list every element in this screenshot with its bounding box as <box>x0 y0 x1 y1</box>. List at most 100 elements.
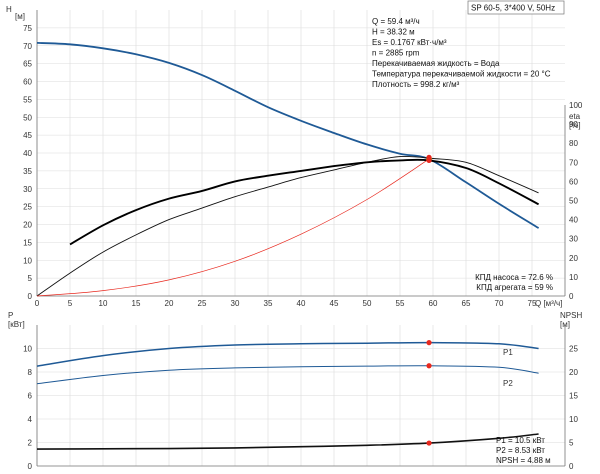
p-label-unit: [кВт] <box>8 320 25 329</box>
info-line: n = 2885 rpm <box>372 49 420 58</box>
x-tick-label: 0 <box>35 299 40 308</box>
operating-point-info: Q = 59.4 м³/ч H = 38.32 мEs = 0.1767 кВт·… <box>372 17 551 89</box>
efficiency-line: КПД насоса = 72.6 % <box>475 273 553 282</box>
npsh-tick-label: 5 <box>569 439 574 448</box>
y-left-tick-label: 30 <box>23 185 32 194</box>
right-label-name: eta <box>569 112 581 121</box>
y-left-tick-label: 15 <box>23 238 32 247</box>
p-tick-label: 10 <box>23 345 32 354</box>
top-left-axis-label: [м] <box>15 12 25 21</box>
info-line: Плотность = 998.2 кг/м³ <box>372 80 460 89</box>
series-line-p1 <box>36 341 539 367</box>
bottom-series-group <box>36 341 539 450</box>
top-series-group <box>36 42 540 297</box>
x-tick-label: 55 <box>396 299 405 308</box>
x-tick-label: 25 <box>198 299 207 308</box>
x-tick-label: 40 <box>297 299 306 308</box>
p-label-name: P <box>8 311 13 320</box>
bottom-right-axis-label: NPSH [м] <box>560 311 582 329</box>
y-left-tick-label: 50 <box>23 113 32 122</box>
series-line-system-curve <box>36 158 430 297</box>
duty-point <box>426 363 432 369</box>
x-tick-label: 60 <box>429 299 438 308</box>
y-left-tick-label: 45 <box>23 131 32 140</box>
y-right-tick-label: 80 <box>569 139 578 148</box>
p-tick-label: 6 <box>28 392 33 401</box>
x-tick-label: 35 <box>264 299 273 308</box>
x-tick-label: 10 <box>99 299 108 308</box>
y-right-tick-label: 0 <box>569 292 574 301</box>
x-tick-label: 5 <box>68 299 73 308</box>
y-right-tick-label: 10 <box>569 273 578 282</box>
y-right-tick-label: 30 <box>569 235 578 244</box>
top-x-tick-labels: 0 5 10 15 20 25 30 35 40 45 50 55 60 65 70 75 <box>35 299 537 308</box>
x-tick-label: 30 <box>231 299 240 308</box>
y-left-tick-label: 25 <box>23 203 32 212</box>
top-right-axis-label: eta [%] <box>569 112 581 130</box>
bottom-left-tick-labels: 0 2 4 6 8 10 <box>23 345 32 472</box>
x-tick-label: 50 <box>363 299 372 308</box>
bottom-duty-points <box>426 340 432 446</box>
series-line-eta-pump <box>36 155 539 297</box>
npsh-tick-label: 15 <box>569 392 578 401</box>
info-line: Es = 0.1767 кВт·ч/м³ <box>372 38 447 47</box>
npsh-label-name: NPSH <box>560 311 582 320</box>
bottom-right-tick-labels: 0 5 10 15 20 25 <box>569 345 578 472</box>
info-line: H = 38.32 м <box>372 28 415 37</box>
npsh-tick-label: 25 <box>569 345 578 354</box>
bottom-chart-grid <box>36 325 565 467</box>
x-tick-label: 75 <box>528 299 537 308</box>
y-left-tick-label: 10 <box>23 256 32 265</box>
series-line-npsh <box>36 433 539 450</box>
efficiency-line: КПД агрегата = 59 % <box>476 283 553 292</box>
p-tick-label: 4 <box>28 415 33 424</box>
series-line-h <box>36 42 540 229</box>
top-right-tick-labels: 0 10 20 30 40 50 60 70 80 90 100 <box>569 101 583 301</box>
duty-point <box>426 157 432 163</box>
y-left-tick-label: 20 <box>23 221 32 230</box>
y-right-tick-label: 20 <box>569 254 578 263</box>
x-tick-label: 15 <box>132 299 141 308</box>
series-line-p2 <box>36 365 539 385</box>
power-info-line: P1 = 10.5 кВт <box>496 436 545 445</box>
p-tick-label: 0 <box>28 462 33 471</box>
top-left-axis-label-name: H <box>6 5 12 14</box>
top-x-axis-label: Q [м³/ч] <box>535 299 562 308</box>
duty-point <box>426 440 432 446</box>
y-left-tick-label: 65 <box>23 60 32 69</box>
npsh-tick-label: 10 <box>569 415 578 424</box>
y-left-tick-label: 75 <box>23 24 32 33</box>
y-right-tick-label: 90 <box>569 120 578 129</box>
npsh-tick-label: 0 <box>569 462 574 471</box>
y-left-tick-label: 40 <box>23 149 32 158</box>
info-line: Температура перекачиваемой жидкости = 20… <box>372 70 551 79</box>
chart-title: SP 60-5, 3*400 V, 50Hz <box>471 4 555 13</box>
info-line: Q = 59.4 м³/ч <box>372 17 420 26</box>
y-right-tick-label: 50 <box>569 197 578 206</box>
x-tick-label: 20 <box>165 299 174 308</box>
y-right-tick-label: 60 <box>569 177 578 186</box>
y-right-tick-label: 100 <box>569 101 583 110</box>
efficiency-info: КПД насоса = 72.6 %КПД агрегата = 59 % <box>475 273 553 292</box>
power-info-line: NPSH = 4.88 м <box>496 456 551 465</box>
p2-series-label: P2 <box>503 379 513 388</box>
info-line: Перекачиваемая жидкость = Вода <box>372 59 500 68</box>
top-left-tick-labels: 0 5 10 15 20 25 30 35 40 45 50 55 60 65 70 75 <box>23 24 32 301</box>
x-tick-label: 70 <box>495 299 504 308</box>
right-label-unit: [%] <box>569 121 581 130</box>
y-left-tick-label: 35 <box>23 167 32 176</box>
npsh-label-unit: [м] <box>560 320 570 329</box>
p-tick-label: 8 <box>28 368 33 377</box>
duty-point <box>426 340 432 346</box>
top-chart-grid <box>36 10 565 297</box>
x-tick-label: 65 <box>462 299 471 308</box>
y-left-tick-label: 55 <box>23 95 32 104</box>
y-right-tick-label: 40 <box>569 216 578 225</box>
npsh-tick-label: 20 <box>569 368 578 377</box>
p-tick-label: 2 <box>28 439 33 448</box>
y-left-tick-label: 5 <box>28 274 33 283</box>
series-line-eta-aggregate <box>69 158 540 246</box>
